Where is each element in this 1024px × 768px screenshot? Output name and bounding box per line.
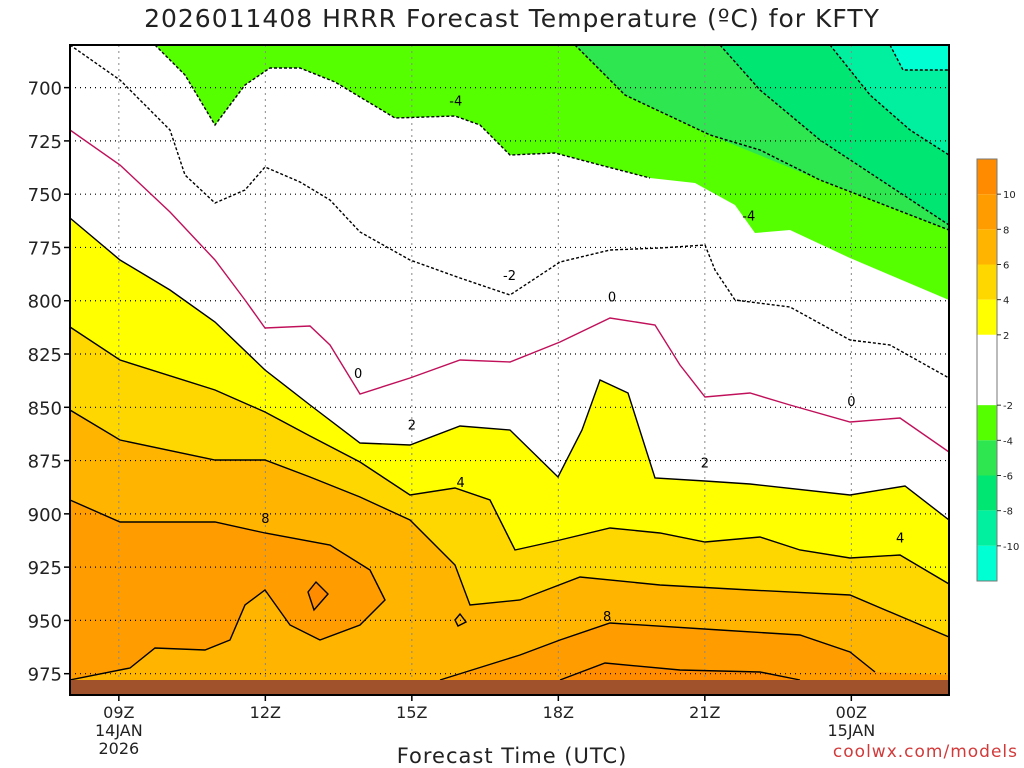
colorbar-band-2: [977, 229, 997, 264]
colorbar-label--10: -10: [1003, 542, 1019, 553]
x-tick-date-09Z: 14JAN: [95, 721, 143, 740]
colorbar-label-10: 10: [1003, 190, 1016, 201]
colorbar-band-4: [977, 300, 997, 335]
colorbar-label-4: 4: [1003, 296, 1009, 307]
contour-label-3: 0: [354, 367, 362, 382]
y-tick-label-900: 900: [28, 505, 62, 526]
colorbar-band-3: [977, 265, 997, 300]
contour-label-8: 4: [457, 476, 465, 491]
colorbar-band-7: [977, 440, 997, 475]
y-tick-label-775: 775: [28, 238, 62, 259]
x-tick-label-12Z: 12Z: [250, 703, 281, 722]
colorbar-label-6: 6: [1003, 261, 1009, 272]
y-axis: 700 725 750 775 800 825 850 875 900 925 950 975: [28, 79, 70, 686]
colorbar-band-6: [977, 405, 997, 440]
ground: [70, 680, 949, 695]
y-tick-label-800: 800: [28, 292, 62, 313]
x-tick-label-18Z: 18Z: [543, 703, 574, 722]
contour-label-1: -4: [742, 209, 755, 224]
colorbar-label-2: 2: [1003, 331, 1009, 342]
colorbar: 10 8 6 4 2 -2 -4 -6 -8 -10: [977, 159, 1019, 581]
colorbar-label-8: 8: [1003, 225, 1009, 236]
x-tick-label-21Z: 21Z: [689, 703, 720, 722]
y-tick-label-850: 850: [28, 398, 62, 419]
y-tick-label-700: 700: [28, 79, 62, 100]
y-tick-label-750: 750: [28, 185, 62, 206]
colorbar-band-8: [977, 476, 997, 511]
contour-label-4: 0: [608, 290, 616, 305]
y-tick-label-725: 725: [28, 132, 62, 153]
colorbar-label--6: -6: [1003, 472, 1013, 483]
site-credit: coolwx.com/models: [833, 742, 1018, 762]
colorbar-label--2: -2: [1003, 401, 1013, 412]
y-tick-label-825: 825: [28, 345, 62, 366]
y-tick-label-875: 875: [28, 452, 62, 473]
y-tick-label-975: 975: [28, 665, 62, 686]
contour-label-11: 8: [603, 610, 611, 625]
colorbar-band-10: [977, 546, 997, 581]
colorbar-band-5: [977, 335, 997, 405]
colorbar-band-0: [977, 159, 997, 194]
x-tick-label-00Z: 00Z: [836, 703, 867, 722]
contour-label-2: -2: [503, 269, 516, 284]
contour-label-0: -4: [449, 94, 462, 109]
contour-label-9: 4: [896, 531, 904, 546]
y-tick-label-925: 925: [28, 558, 62, 579]
colorbar-label--4: -4: [1003, 436, 1013, 447]
x-tick-label-09Z: 09Z: [103, 703, 134, 722]
contour-label-7: 2: [701, 457, 709, 472]
contour-label-10: 8: [261, 512, 269, 527]
contour-label-6: 2: [408, 418, 416, 433]
colorbar-band-1: [977, 194, 997, 229]
x-tick-date-00Z: 15JAN: [827, 721, 875, 740]
contour-label-5: 0: [847, 395, 855, 410]
plot-area: [70, 45, 949, 695]
colorbar-label--8: -8: [1003, 507, 1013, 518]
x-tick-label-15Z: 15Z: [396, 703, 427, 722]
colorbar-band-9: [977, 511, 997, 546]
y-tick-label-950: 950: [28, 611, 62, 632]
